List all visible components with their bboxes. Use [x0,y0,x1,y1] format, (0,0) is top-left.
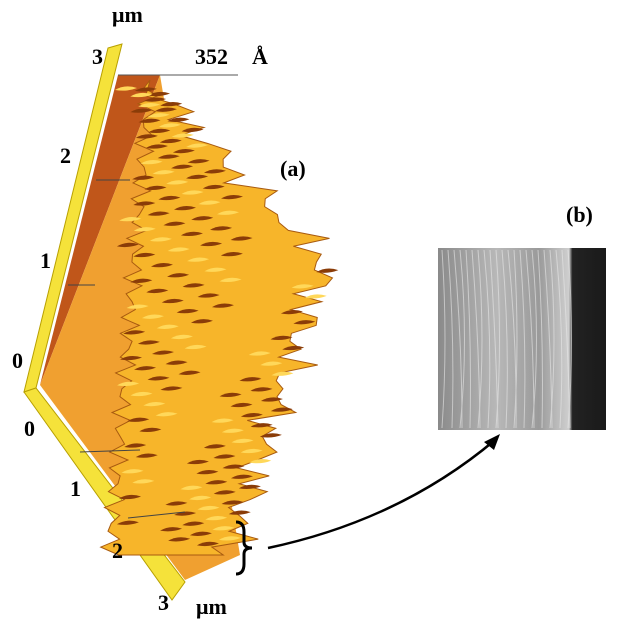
axis-label: 2 [112,538,123,563]
height-unit: Å [252,44,268,69]
axis-label: 3 [92,44,103,69]
arrow [268,440,495,548]
axis-label: 1 [40,248,51,273]
surface-grain [316,269,338,273]
surface-grain [305,294,327,298]
axis-label: 0 [12,348,23,373]
height-value: 352 [195,44,228,69]
panel-label: (a) [280,156,306,181]
figure: μm 3 352 Å 2 1 0 (a) 0 1 2 3 μm (b) [0,0,632,625]
panel-label: (b) [566,202,593,227]
axis-label: 0 [24,416,35,441]
axis-label: 1 [70,476,81,501]
unit-label: μm [196,594,227,619]
axis-label: 2 [60,143,71,168]
unit-label: μm [112,2,143,27]
axis-label: 3 [158,590,169,615]
